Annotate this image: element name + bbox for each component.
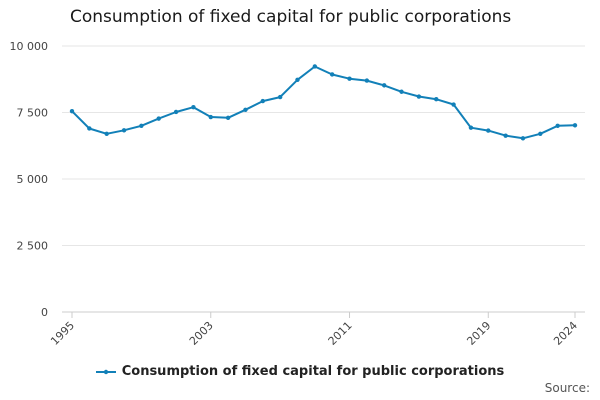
x-tick-label: 2019 [464, 319, 493, 348]
data-point [295, 77, 300, 82]
x-tick-label: 2003 [187, 319, 216, 348]
data-point [243, 107, 248, 113]
data-point [503, 133, 508, 138]
data-point [520, 136, 526, 141]
data-point [121, 128, 127, 133]
y-tick-label: 0 [41, 306, 48, 319]
data-point [416, 94, 422, 99]
data-point [538, 131, 543, 136]
x-tick-label: 2011 [326, 319, 355, 348]
data-point [555, 123, 560, 128]
data-point [486, 128, 491, 133]
data-point [225, 115, 231, 121]
series-line [71, 65, 576, 140]
data-point [329, 72, 335, 77]
data-point [364, 78, 370, 83]
data-point [260, 98, 265, 104]
chart-title: Consumption of fixed capital for public … [70, 7, 512, 27]
data-point [69, 108, 75, 114]
data-point [347, 76, 352, 81]
data-point [312, 64, 318, 69]
y-tick-label: 7 500 [17, 107, 49, 120]
y-tick-label: 2 500 [17, 240, 49, 253]
y-tick-label: 5 000 [17, 173, 49, 186]
data-point [572, 123, 578, 128]
x-tick-label: 1995 [48, 319, 77, 348]
data-point [208, 114, 213, 120]
data-point [173, 109, 179, 115]
source-label: Source: [544, 381, 590, 395]
legend-label: Consumption of fixed capital for public … [121, 364, 505, 379]
data-point [191, 104, 196, 110]
data-point [399, 89, 404, 94]
data-point [139, 123, 144, 128]
legend-swatch [95, 369, 116, 374]
y-tick-label: 10 000 [10, 40, 49, 53]
data-point [468, 125, 474, 130]
legend[interactable]: Consumption of fixed capital for public … [0, 364, 600, 379]
axes: 0 2 500 5 000 7 500 10 000 1995 2003 2011 2019 20… [10, 40, 585, 348]
data-point [87, 126, 92, 131]
data-point [451, 102, 456, 107]
grid-lines [62, 45, 585, 246]
data-point [434, 97, 439, 102]
data-point [156, 116, 161, 121]
x-tick-label: 2024 [551, 319, 580, 348]
data-point [277, 94, 283, 100]
data-point [382, 83, 387, 88]
data-point [104, 131, 109, 136]
series-layer [69, 64, 578, 141]
